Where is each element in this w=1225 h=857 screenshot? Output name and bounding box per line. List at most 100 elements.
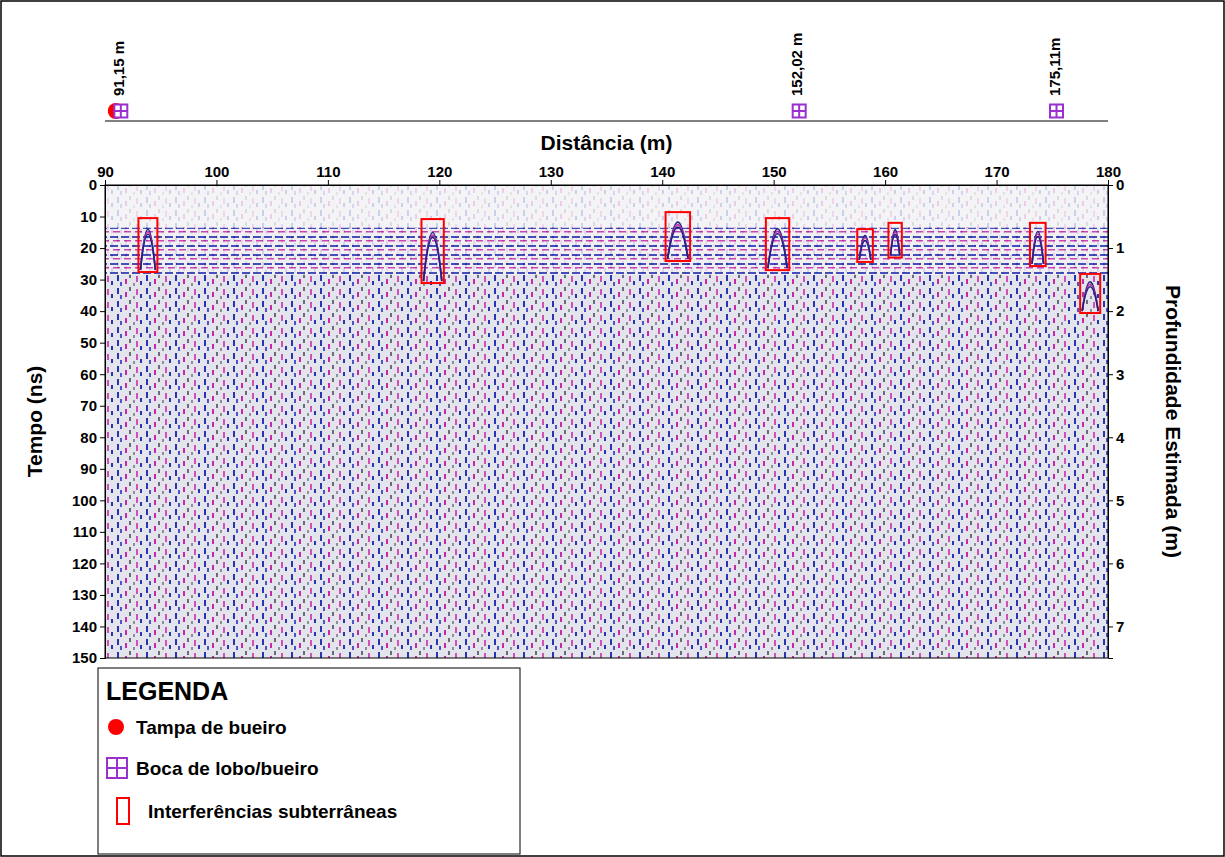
tick-mark xyxy=(216,180,217,185)
tick: 150 xyxy=(72,649,105,666)
plot-frame xyxy=(105,185,1108,658)
drain-marker xyxy=(1050,105,1063,118)
tick: 80 xyxy=(80,429,105,446)
hyperbola xyxy=(1032,234,1044,264)
tick-label: 30 xyxy=(80,271,97,288)
tick: 2 xyxy=(1108,302,1124,319)
radargram-background xyxy=(105,185,1108,658)
tick-label: 0 xyxy=(89,176,97,193)
legend-box xyxy=(98,668,520,854)
anomaly-box xyxy=(1080,274,1100,313)
tick-mark xyxy=(1108,311,1113,312)
hyperbola xyxy=(1082,282,1098,311)
anomaly-box xyxy=(138,218,157,272)
hyperbola xyxy=(424,235,442,281)
tick: 120 xyxy=(72,555,105,572)
tick-label: 10 xyxy=(80,208,97,225)
hyperbola xyxy=(859,241,871,260)
drain-marker xyxy=(793,105,806,118)
hyperbola xyxy=(768,234,787,268)
tick: 140 xyxy=(72,618,105,635)
tick: 120 xyxy=(427,163,452,185)
marker-label: 175,11m xyxy=(1046,38,1063,96)
tick-mark xyxy=(1108,500,1113,501)
tick-mark xyxy=(100,626,105,627)
tick-label: 4 xyxy=(1116,429,1125,446)
tick-mark xyxy=(774,180,775,185)
tick-mark xyxy=(1108,563,1113,564)
tick: 90 xyxy=(97,163,114,185)
hyperbola xyxy=(890,230,899,256)
hyperbola xyxy=(1082,284,1098,311)
marker-label: 91,15 m xyxy=(110,41,127,96)
hyperbola xyxy=(668,227,689,259)
tick: 100 xyxy=(204,163,229,185)
y2-axis: 01234567 xyxy=(1108,176,1125,658)
hyperbola xyxy=(768,229,787,268)
tick: 0 xyxy=(89,176,105,193)
hyperbola xyxy=(859,236,871,260)
tick-label: 0 xyxy=(1116,176,1124,193)
tick: 20 xyxy=(80,239,105,256)
tick-mark xyxy=(100,311,105,312)
tick-mark xyxy=(1108,185,1113,186)
hyperbola xyxy=(768,231,787,268)
plot-area xyxy=(105,185,1108,658)
anomaly-box xyxy=(888,223,901,258)
tick-mark xyxy=(100,280,105,281)
tick-label: 150 xyxy=(762,163,787,180)
tick-label: 20 xyxy=(80,239,97,256)
tick: 50 xyxy=(80,334,105,351)
tick-mark xyxy=(100,343,105,344)
tick-mark xyxy=(439,180,440,185)
tick-label: 2 xyxy=(1116,302,1124,319)
tick-mark xyxy=(1108,626,1113,627)
tick-mark xyxy=(1108,180,1109,185)
tick-label: 90 xyxy=(80,460,97,477)
tick: 0 xyxy=(1108,176,1124,193)
x-axis-title: Distância (m) xyxy=(541,131,673,154)
tick-mark xyxy=(1108,437,1113,438)
tick-mark xyxy=(100,185,105,186)
x-axis: 90100110120130140150160170180 xyxy=(97,163,1121,186)
tick: 150 xyxy=(762,163,787,185)
x-axis-line xyxy=(106,180,1109,186)
hyperbola xyxy=(859,238,871,260)
marker-baseline xyxy=(105,121,1108,122)
tick-mark xyxy=(100,563,105,564)
tick: 3 xyxy=(1108,366,1124,383)
tick-label: 130 xyxy=(539,163,564,180)
tick: 60 xyxy=(80,366,105,383)
anomaly-box xyxy=(666,212,691,261)
legend-entry: Tampa de bueiro xyxy=(136,717,287,738)
tick: 30 xyxy=(80,271,105,288)
tick-mark xyxy=(997,180,998,185)
tick-mark xyxy=(100,469,105,470)
tick: 40 xyxy=(80,302,105,319)
legend-entry: Interferências subterrâneas xyxy=(148,801,397,822)
figure-frame xyxy=(1,1,1224,856)
anomaly-box xyxy=(1030,223,1046,266)
tick-label: 170 xyxy=(985,163,1010,180)
tick: 140 xyxy=(650,163,675,185)
tick-mark xyxy=(100,532,105,533)
tick-label: 3 xyxy=(1116,366,1124,383)
hyperbola xyxy=(140,229,155,270)
y-axis-line xyxy=(100,186,106,659)
legend-entry: Boca de lobo/bueiro xyxy=(136,758,319,779)
tick-label: 110 xyxy=(73,523,97,540)
tick-label: 5 xyxy=(1116,492,1124,509)
tick: 70 xyxy=(80,397,105,414)
tick-mark xyxy=(662,180,663,185)
tick-mark xyxy=(551,180,552,185)
hyperbola xyxy=(424,237,442,281)
hyperbola xyxy=(424,232,442,281)
tick: 110 xyxy=(73,523,105,540)
drain-marker xyxy=(114,105,127,118)
tick-label: 120 xyxy=(72,555,97,572)
y-axis: 0102030405060708090100110120130140150 xyxy=(72,176,106,666)
hyperbola xyxy=(1032,232,1044,264)
tick-label: 70 xyxy=(80,397,97,414)
tick-mark xyxy=(105,180,106,185)
reflector-band xyxy=(105,228,1108,275)
